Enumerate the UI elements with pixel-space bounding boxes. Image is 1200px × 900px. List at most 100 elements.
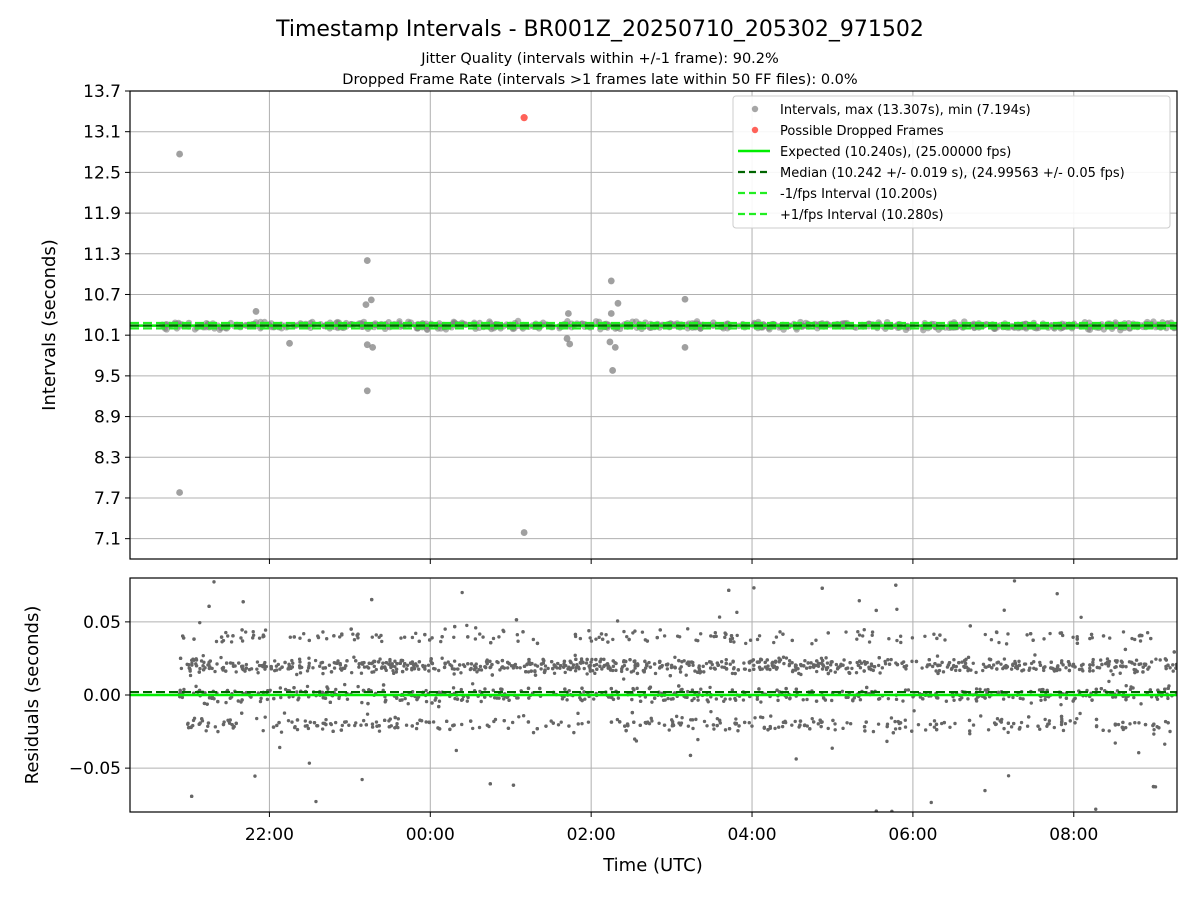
residual-point [339, 668, 344, 672]
top-ytick-label: 12.5 [83, 163, 121, 183]
residual-point [204, 729, 208, 733]
residual-point [226, 634, 230, 638]
residual-point [240, 711, 244, 715]
residual-point [278, 745, 282, 750]
residual-point [450, 667, 455, 671]
residual-point [306, 666, 311, 670]
residual-point [657, 659, 662, 664]
residual-point [468, 719, 473, 723]
residual-point [750, 659, 754, 663]
residual-point [784, 686, 788, 691]
residual-point [983, 665, 987, 669]
residual-point [702, 719, 707, 724]
residual-point [1014, 664, 1019, 668]
residual-point [461, 663, 466, 667]
residual-point [251, 636, 255, 640]
x-axis-label: Time (UTC) [602, 855, 703, 876]
residual-point [356, 684, 360, 689]
residual-point [206, 721, 211, 725]
residual-point [778, 630, 782, 634]
residual-point [324, 637, 329, 641]
residual-point [180, 695, 185, 700]
residual-point [666, 696, 670, 701]
residual-point [460, 697, 465, 702]
residual-point [910, 729, 914, 733]
residual-point [867, 666, 872, 671]
residual-point [886, 696, 891, 701]
residual-point [734, 717, 738, 721]
residual-point [255, 660, 260, 664]
residual-point [216, 699, 220, 704]
residual-point [787, 662, 792, 666]
residual-point [1059, 722, 1064, 727]
residual-point [261, 728, 265, 733]
residual-point [186, 725, 191, 730]
residual-point [1171, 663, 1175, 667]
residual-point [932, 719, 937, 723]
residual-point [263, 628, 268, 632]
residual-point [1163, 719, 1168, 724]
residual-point [1033, 653, 1037, 657]
residual-point [1111, 695, 1115, 699]
residual-point [967, 718, 972, 723]
residual-point [814, 638, 818, 642]
residual-point [642, 670, 646, 674]
residual-point [974, 670, 978, 675]
residual-point [857, 659, 862, 663]
residual-point [595, 667, 599, 671]
residual-point [1088, 666, 1092, 670]
residual-point [748, 638, 753, 642]
residual-point [292, 635, 296, 639]
residual-point [624, 728, 628, 733]
residual-point [708, 685, 712, 690]
residual-point [357, 662, 361, 666]
residual-point [718, 721, 722, 725]
residual-point [900, 661, 904, 665]
residual-point [865, 685, 869, 690]
residual-point [403, 661, 407, 666]
residual-point [302, 632, 306, 636]
residual-point [723, 635, 727, 640]
residual-point [239, 664, 244, 669]
residual-point [811, 720, 816, 724]
residual-point [1075, 716, 1079, 721]
residual-point [192, 716, 197, 721]
residual-point [359, 671, 364, 675]
residual-point [691, 726, 695, 731]
residual-point [231, 634, 235, 638]
residual-point [893, 719, 897, 724]
residual-point [1075, 634, 1079, 639]
residual-point [240, 698, 244, 702]
residual-point [736, 668, 741, 672]
residual-point [1011, 695, 1015, 700]
residual-point [295, 718, 300, 722]
residual-point [719, 660, 724, 664]
residual-point [1038, 663, 1043, 667]
residual-point [633, 629, 637, 633]
residual-point [387, 662, 391, 666]
residual-point [1051, 667, 1056, 671]
residual-point [502, 666, 507, 670]
residual-point [674, 714, 679, 719]
residual-point [466, 662, 470, 666]
residual-point [652, 662, 657, 666]
residual-point [1124, 697, 1128, 702]
residual-point [772, 640, 776, 645]
residual-point [671, 697, 675, 701]
residual-point [307, 638, 312, 643]
residual-point [600, 637, 605, 641]
residual-point [526, 686, 531, 691]
interval-outlier-point [611, 343, 619, 351]
top-ytick-label: 11.3 [83, 245, 121, 265]
residual-point [1088, 669, 1092, 673]
residual-point [627, 637, 631, 642]
residual-point [682, 659, 686, 663]
residual-point [207, 604, 211, 609]
residual-point [1089, 632, 1094, 637]
residual-point [237, 661, 241, 665]
residual-point [303, 724, 308, 728]
residual-point [258, 699, 263, 704]
residual-point [1139, 702, 1143, 706]
residual-point [598, 664, 602, 668]
residual-point [883, 659, 887, 664]
